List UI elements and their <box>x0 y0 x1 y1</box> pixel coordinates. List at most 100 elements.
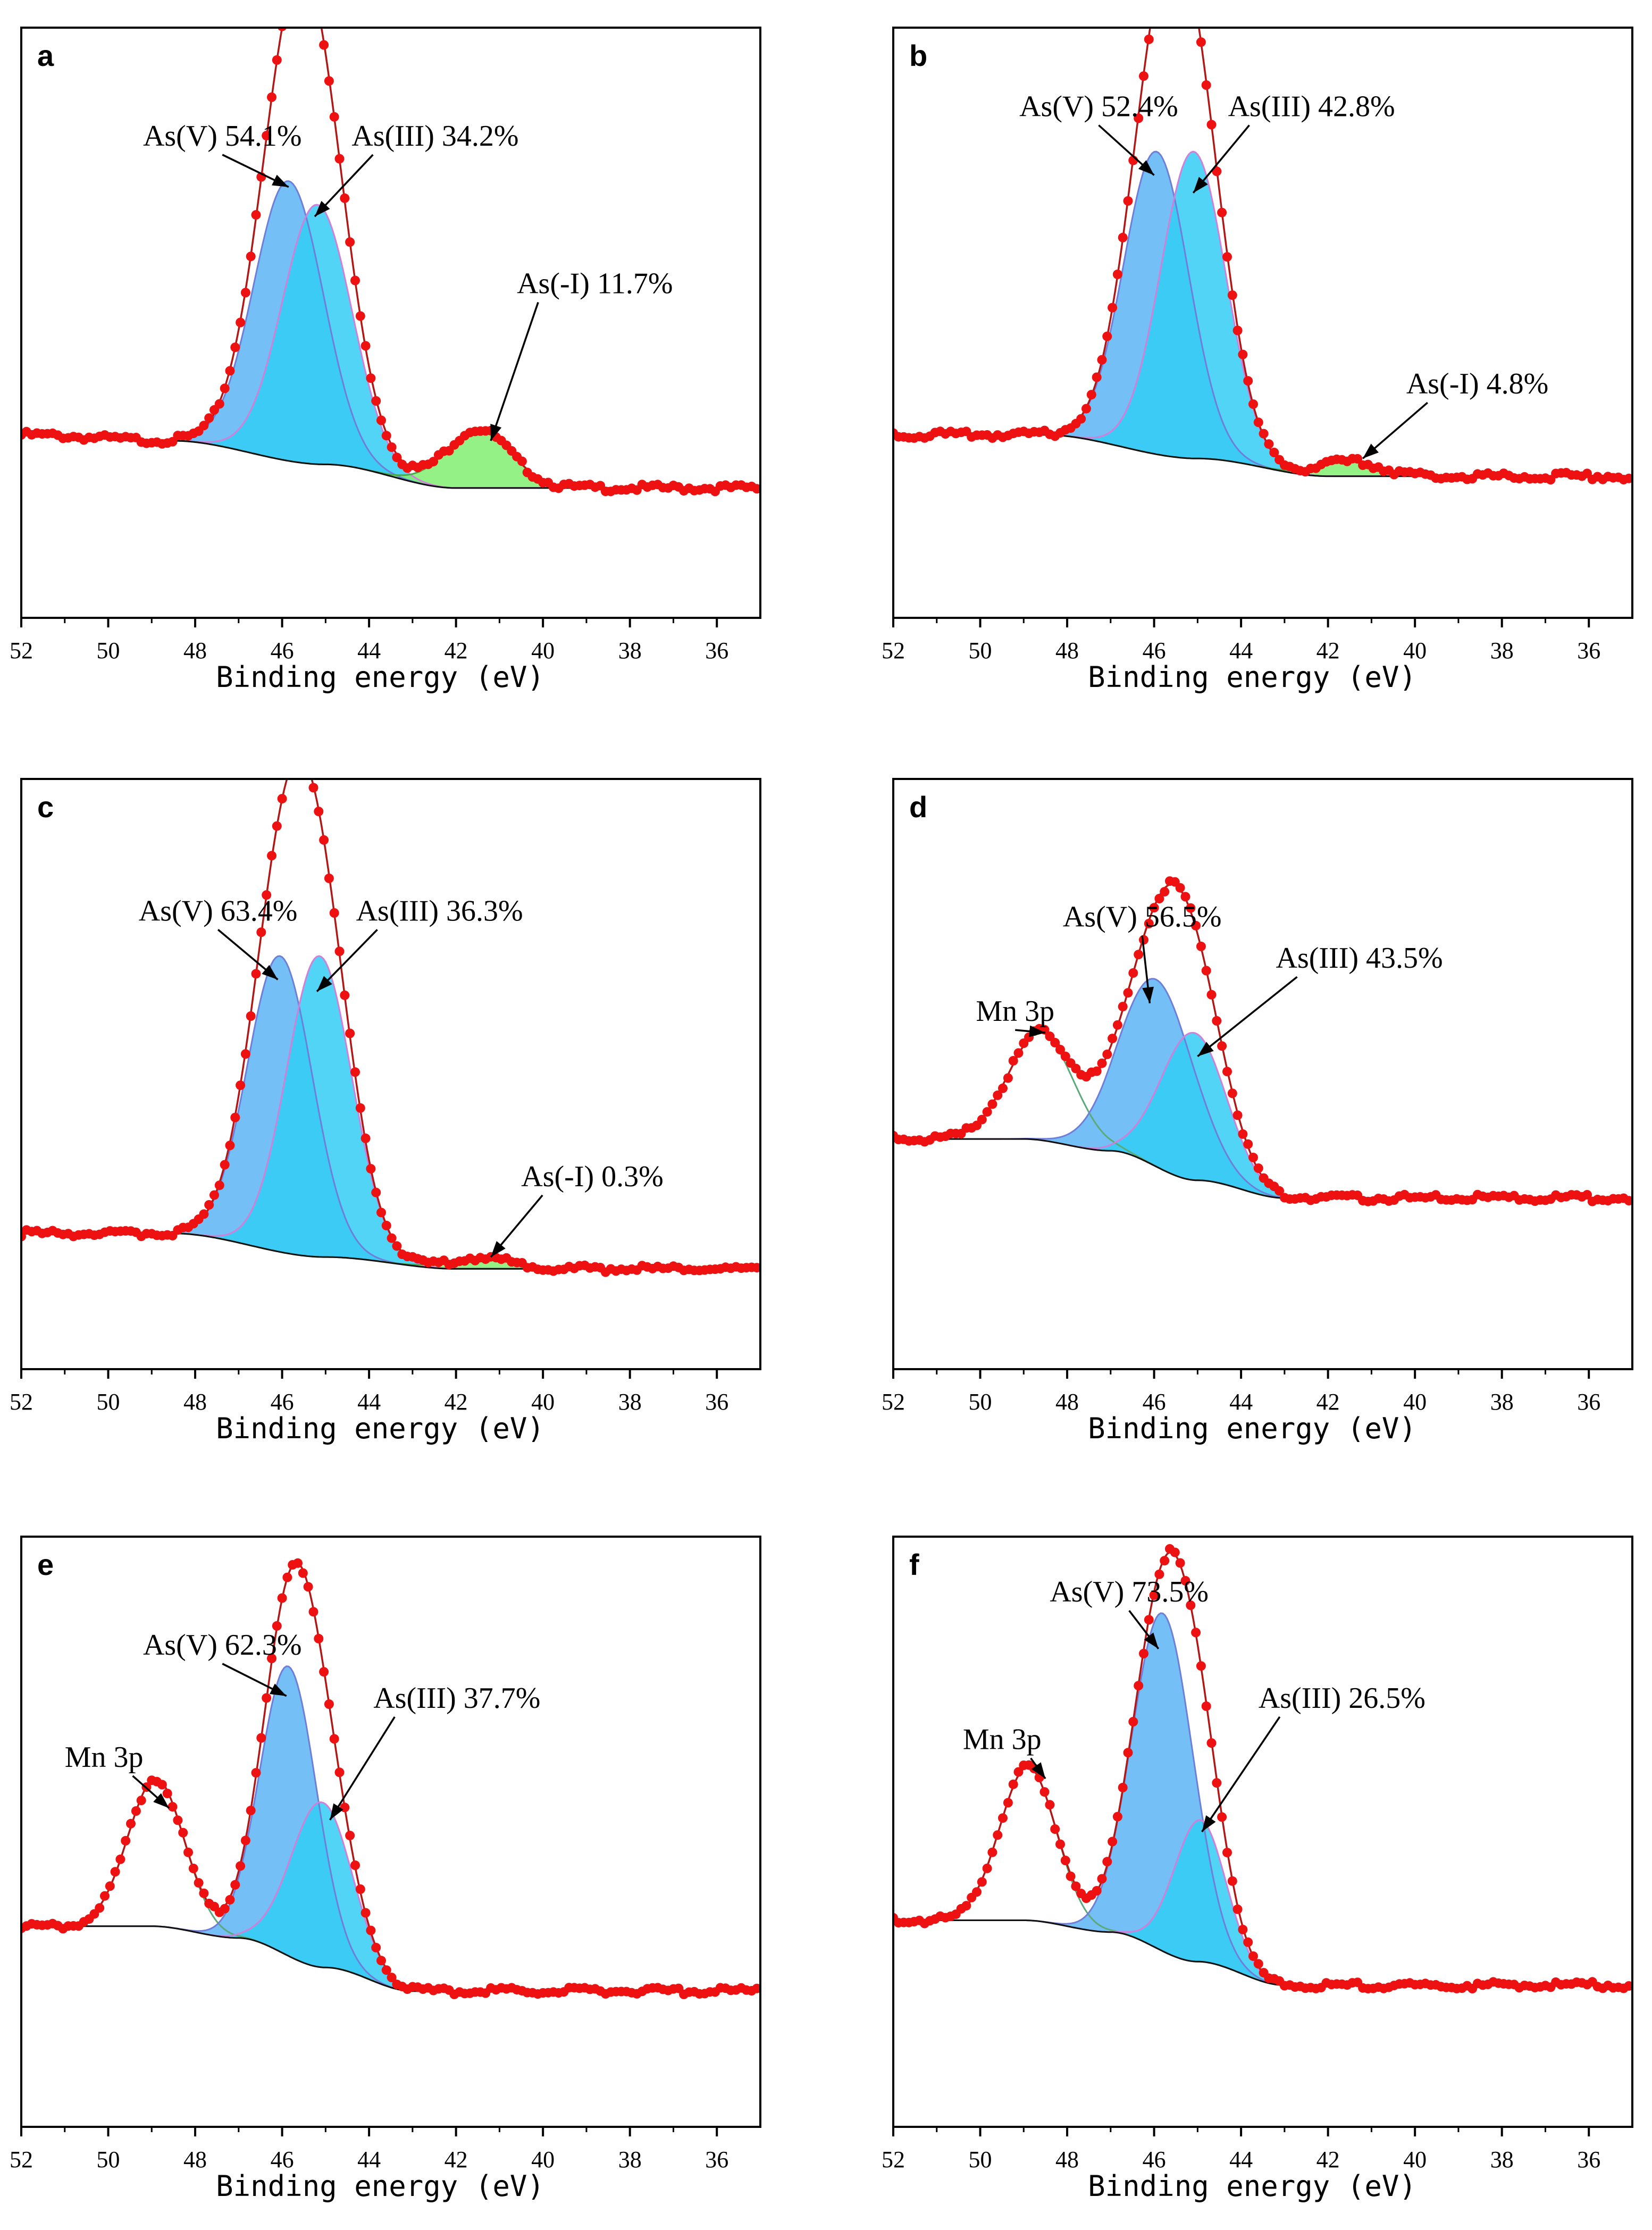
data-point <box>1139 935 1148 945</box>
arrow-head <box>1144 1632 1159 1649</box>
data-point <box>105 1881 115 1891</box>
data-point <box>1206 990 1217 1000</box>
x-tick-label: 38 <box>1490 1389 1514 1415</box>
data-point <box>1206 1738 1217 1748</box>
x-tick-label: 44 <box>1229 2147 1253 2173</box>
data-point <box>1003 1798 1013 1808</box>
annotation-label: As(V) 52.4% <box>1019 90 1178 123</box>
data-point <box>345 237 355 247</box>
data-point <box>282 770 292 779</box>
data-point <box>272 55 282 65</box>
data-point <box>1154 894 1164 903</box>
data-point <box>126 1818 136 1829</box>
x-tick-label: 40 <box>531 2147 555 2173</box>
data-point <box>752 1263 760 1273</box>
data-point <box>236 1080 246 1091</box>
data-point <box>1050 1824 1060 1834</box>
data-point <box>220 1160 230 1170</box>
data-point <box>376 1956 386 1966</box>
data-point <box>1112 1812 1122 1822</box>
data-point <box>319 835 329 845</box>
data-point <box>1232 1110 1243 1120</box>
data-point <box>1248 1951 1258 1961</box>
data-point <box>1238 1129 1248 1139</box>
x-axis-title: Binding energy (eV) <box>216 1412 544 1445</box>
arrow-head <box>1138 160 1154 175</box>
data-point <box>1180 892 1190 902</box>
data-point <box>167 437 178 447</box>
x-tick-label: 50 <box>969 1389 992 1415</box>
arrow-head <box>1363 443 1379 459</box>
data-point <box>298 1568 308 1578</box>
panel-label-d: d <box>909 790 927 824</box>
data-point <box>1097 1058 1107 1068</box>
data-point <box>329 1734 339 1744</box>
data-point <box>324 873 334 883</box>
arrow-head <box>314 200 330 217</box>
axes-frame-f <box>892 1536 1633 2128</box>
x-tick-label: 42 <box>445 638 468 664</box>
data-point <box>1144 1615 1154 1625</box>
data-point <box>1217 1812 1227 1822</box>
data-point <box>360 1133 371 1143</box>
data-point <box>262 890 272 900</box>
component-line-d-Mn 3p <box>893 1032 1632 1199</box>
data-point <box>277 28 287 31</box>
plot-area-b <box>893 28 1632 485</box>
annotation-arrow <box>329 1716 396 1821</box>
data-point <box>1108 1837 1118 1847</box>
x-tick-label: 52 <box>882 2147 905 2173</box>
data-point <box>345 1831 355 1841</box>
data-point <box>387 1233 397 1243</box>
x-tick-label: 38 <box>618 638 642 664</box>
data-point <box>392 1241 402 1251</box>
data-point <box>340 990 350 1000</box>
data-point <box>355 311 365 321</box>
data-point <box>1139 1648 1148 1658</box>
arrow-head <box>272 174 289 187</box>
data-point <box>230 1112 240 1122</box>
arrow-head <box>1197 1042 1214 1057</box>
x-axis-title: Binding energy (eV) <box>216 2169 544 2203</box>
data-point <box>977 1877 987 1887</box>
data-point <box>1134 113 1144 123</box>
data-point <box>1039 1787 1050 1797</box>
data-point <box>1108 303 1118 313</box>
data-point <box>998 1083 1008 1093</box>
data-point <box>1144 35 1154 44</box>
annotation-label: As(III) 37.7% <box>373 1682 540 1715</box>
data-point <box>1243 1937 1253 1947</box>
arrow-head <box>1202 1815 1216 1832</box>
component-line-e-As(V) <box>21 1665 760 1992</box>
data-point <box>360 341 371 351</box>
data-point <box>277 1593 287 1603</box>
raw-trace-a <box>21 28 760 489</box>
axes-frame-a <box>20 27 761 619</box>
data-point <box>1222 252 1232 262</box>
data-point <box>371 1942 381 1952</box>
annotation-label: As(V) 63.4% <box>139 894 298 927</box>
data-point <box>1227 1088 1237 1099</box>
annotation-label: As(III) 36.3% <box>356 894 523 927</box>
annotation-label: As(III) 42.8% <box>1228 90 1395 123</box>
annotation-arrow <box>1201 1716 1281 1832</box>
x-tick-label: 46 <box>271 2147 294 2173</box>
data-point <box>1196 1661 1206 1671</box>
data-point <box>1196 941 1206 951</box>
plot-area-a <box>21 28 760 497</box>
data-point <box>350 1067 360 1077</box>
data-point <box>977 1114 987 1125</box>
data-point <box>1102 331 1112 341</box>
data-point <box>1201 80 1211 90</box>
component-line-d-As(III) <box>893 1032 1632 1199</box>
x-tick-label: 40 <box>531 638 555 664</box>
data-point <box>199 421 209 431</box>
component-line-c-As(V) <box>21 955 760 1270</box>
x-tick-label: 50 <box>97 1389 120 1415</box>
data-point <box>1055 1045 1065 1054</box>
panel-label-b: b <box>909 39 927 72</box>
x-tick-label: 52 <box>10 2147 33 2173</box>
data-point <box>1118 1782 1128 1792</box>
raw-trace-d <box>893 883 1632 1199</box>
data-point <box>100 1891 110 1901</box>
